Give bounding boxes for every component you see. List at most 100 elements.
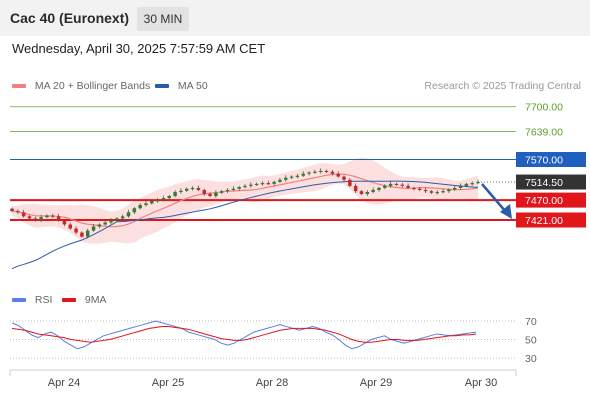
candle-body xyxy=(342,176,346,180)
rsi-line xyxy=(11,320,477,350)
candle-body xyxy=(243,185,247,188)
candle-body xyxy=(91,226,96,231)
level-label-7639: 7639.00 xyxy=(525,126,563,138)
candle-body xyxy=(237,187,241,189)
candle-body xyxy=(144,203,148,205)
level-label-7570-bg xyxy=(516,152,586,167)
candle-body xyxy=(377,187,381,190)
moving-average-lines xyxy=(11,173,479,270)
ma20-line xyxy=(11,173,479,228)
header-bar: Cac 40 (Euronext) 30 MIN xyxy=(0,0,590,36)
candle-body xyxy=(330,171,335,174)
instrument-title: Cac 40 (Euronext) xyxy=(10,10,130,26)
candle-body xyxy=(10,208,14,212)
x-axis: Apr 24 Apr 25 Apr 28 Apr 29 Apr 30 xyxy=(9,369,517,389)
candle-body xyxy=(435,191,439,194)
candle-body xyxy=(249,184,253,186)
candle-body xyxy=(429,191,434,193)
candle-body xyxy=(80,232,84,237)
x-axis-label: Apr 29 xyxy=(360,377,392,389)
candles xyxy=(10,168,480,239)
candle-body xyxy=(470,183,474,185)
level-label-7421-bg xyxy=(516,212,586,228)
candle-body xyxy=(441,191,445,193)
legend-item-ma20-bollinger: MA 20 + Bollinger Bands xyxy=(12,80,150,92)
legend-item-ma50: MA 50 xyxy=(155,80,208,92)
candle-body xyxy=(476,182,480,184)
candle-body xyxy=(336,173,340,177)
candle-body xyxy=(85,230,90,237)
legend-label-rsi-ma: 9MA xyxy=(84,294,107,306)
legend-label-ma20: MA 20 + Bollinger Bands xyxy=(34,80,151,92)
candle-body xyxy=(161,198,166,201)
legend-item-rsi: RSI xyxy=(12,294,52,306)
level-label-7514-bg xyxy=(516,174,586,190)
candle-body xyxy=(155,200,160,202)
candle-body xyxy=(16,211,20,213)
timestamp-label: Wednesday, April 30, 2025 7:57:59 AM CET xyxy=(12,41,266,56)
price-levels xyxy=(10,106,516,221)
candle-body xyxy=(266,183,271,185)
candle-body xyxy=(126,212,131,217)
candle-body xyxy=(447,189,451,192)
candle-body xyxy=(150,200,154,204)
candle-body xyxy=(394,183,399,186)
candle-body xyxy=(371,189,375,192)
candle-body xyxy=(388,183,393,186)
candle-body xyxy=(202,189,206,195)
candle-body xyxy=(132,208,137,213)
candle-body xyxy=(51,215,55,217)
legend-label-ma50: MA 50 xyxy=(177,80,208,92)
candle-body xyxy=(353,185,358,192)
rsi-ma-line xyxy=(11,326,477,343)
candle-body xyxy=(45,215,49,218)
legend-label-rsi: RSI xyxy=(34,294,53,306)
candle-body xyxy=(74,228,78,233)
timeframe-badge[interactable]: 30 MIN xyxy=(137,7,189,31)
legend-item-rsi-ma: 9MA xyxy=(62,294,107,306)
candle-body xyxy=(214,192,218,197)
candle-body xyxy=(103,222,107,225)
candle-body xyxy=(452,187,457,190)
candle-body xyxy=(418,188,422,190)
candle-body xyxy=(301,173,305,176)
candle-body xyxy=(284,177,288,180)
level-label-7570: 7570.00 xyxy=(525,154,563,166)
legend-swatch-ma20 xyxy=(12,84,26,89)
forecast-arrow xyxy=(481,183,512,219)
candle-body xyxy=(39,217,43,221)
level-label-7470: 7470.00 xyxy=(525,195,563,207)
candle-body xyxy=(190,187,195,190)
level-label-7514: 7514.50 xyxy=(525,177,563,189)
candle-body xyxy=(68,224,72,229)
price-level-labels: 7700.00 7639.00 7570.00 7514.50 7470.00 7421.… xyxy=(516,102,586,228)
legend-swatch-ma50 xyxy=(155,84,169,89)
level-label-7470-bg xyxy=(516,192,586,208)
candle-body xyxy=(21,212,26,217)
copyright-notice: Research © 2025 Trading Central xyxy=(424,80,581,92)
candle-body xyxy=(254,183,259,186)
candle-body xyxy=(196,187,201,190)
candle-body xyxy=(97,224,102,227)
candle-body xyxy=(109,220,113,223)
legend-swatch-rsi-ma xyxy=(62,298,76,303)
candle-body xyxy=(56,216,61,221)
candle-body xyxy=(400,184,405,186)
candle-body xyxy=(120,216,125,219)
x-axis-label: Apr 28 xyxy=(256,377,288,389)
candle-body xyxy=(115,218,119,221)
candle-body xyxy=(208,194,212,197)
level-label-7700: 7700.00 xyxy=(525,102,563,114)
rsi-axis-label-30: 30 xyxy=(525,353,537,365)
candle-body xyxy=(359,191,364,195)
candle-body xyxy=(167,196,172,199)
ma50-line xyxy=(11,180,479,270)
arrow-head xyxy=(500,204,512,219)
candle-body xyxy=(307,172,311,174)
candle-body xyxy=(289,176,294,178)
candle-body xyxy=(231,188,236,190)
candle-body xyxy=(348,179,352,186)
rsi-axis-label-50: 50 xyxy=(525,334,537,346)
x-axis-label: Apr 25 xyxy=(152,377,184,389)
